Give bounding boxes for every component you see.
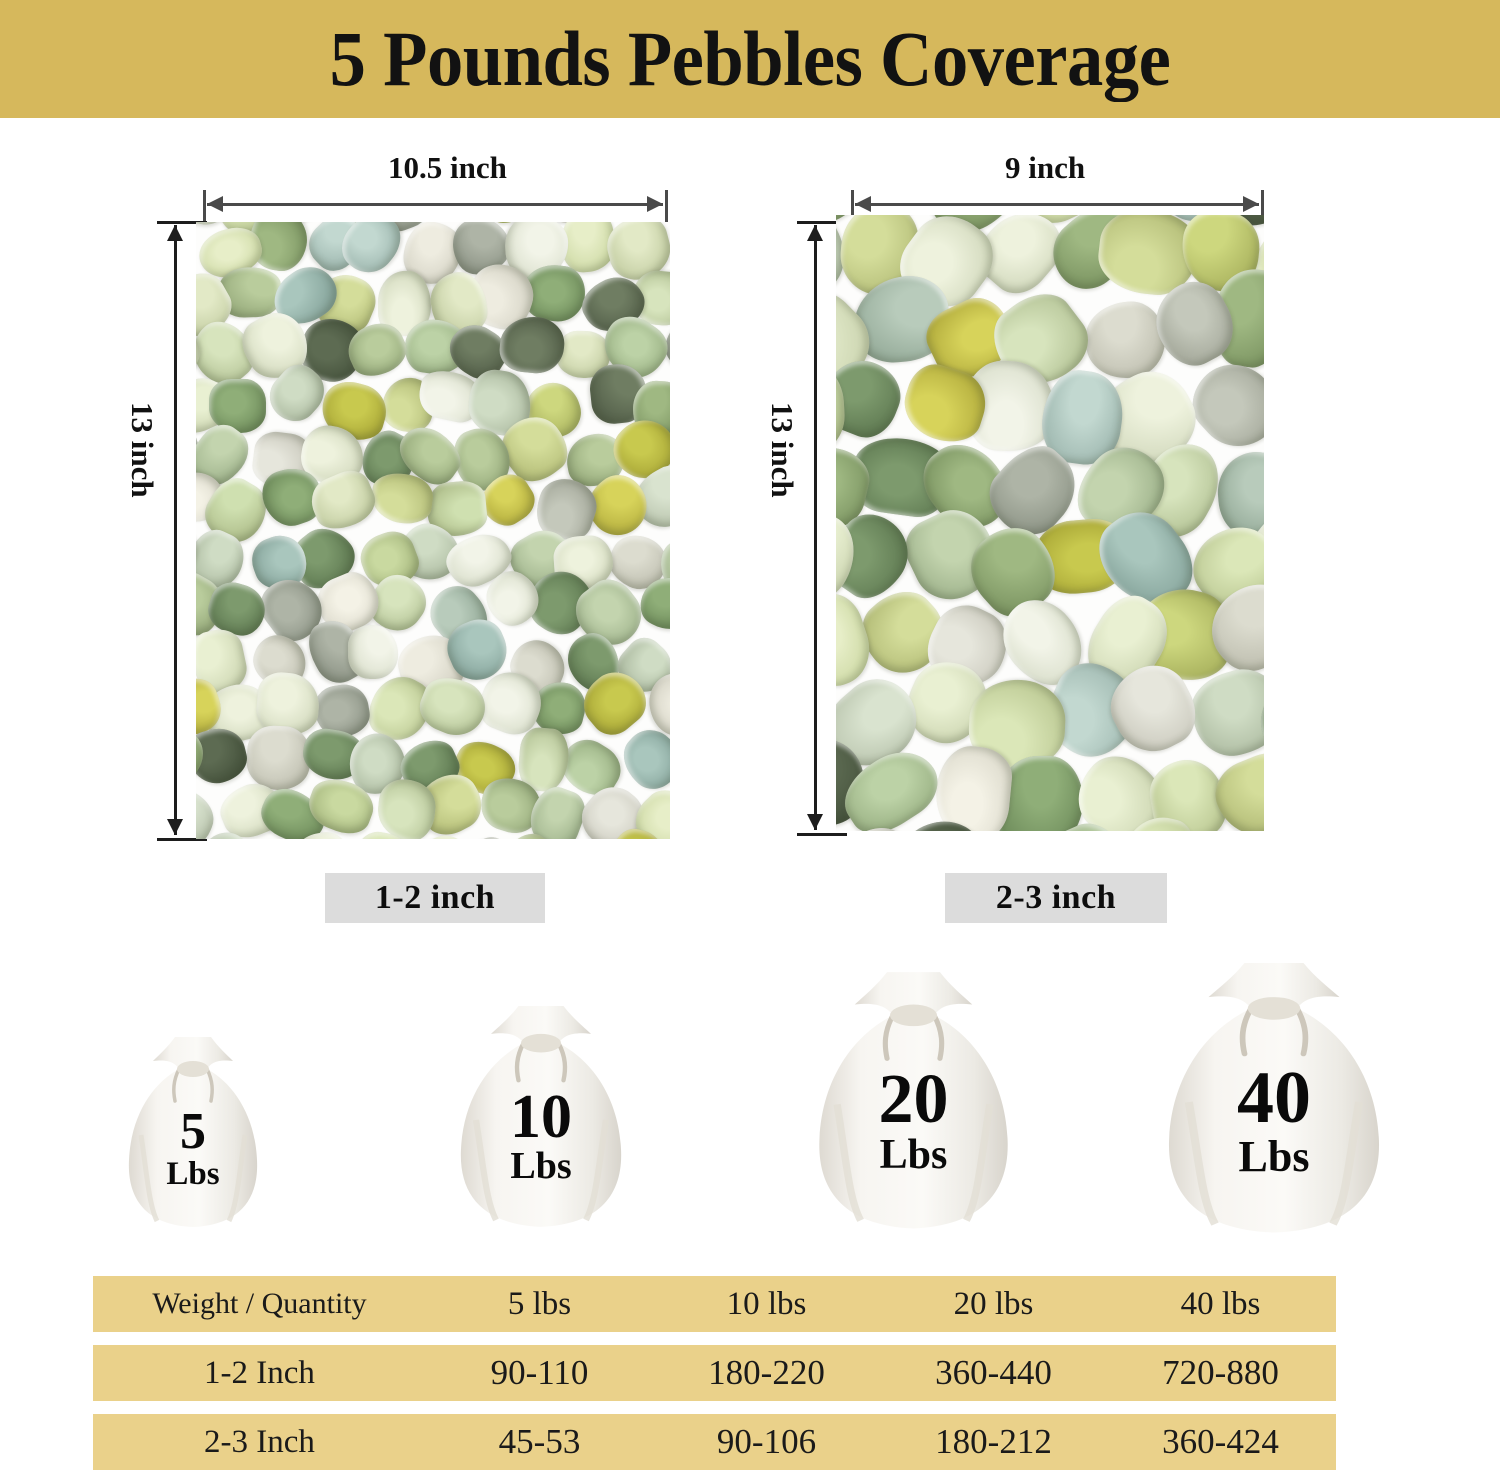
table-header-label: Weight / Quantity — [152, 1287, 367, 1320]
left-width-tick-start — [203, 190, 206, 240]
left-height-tick-top — [157, 221, 207, 224]
pebble-photo-small — [196, 222, 670, 839]
bag-10-lbs: 10 Lbs — [441, 992, 641, 1242]
coverage-table: Weight / Quantity 5 lbs 10 lbs 20 lbs 40… — [93, 1276, 1336, 1470]
pebble — [932, 743, 1016, 831]
table-header-5lbs: 5 lbs — [507, 1285, 572, 1322]
size-badge-2-3-inch: 2-3 inch — [945, 873, 1167, 923]
table-row-2-10lbs: 90-106 — [716, 1422, 817, 1461]
pebble — [196, 782, 222, 839]
table-row-1-label: 1-2 Inch — [204, 1354, 315, 1391]
left-width-arrow-start — [207, 196, 223, 212]
bag-5-lbs: 5 Lbs — [113, 1025, 273, 1240]
right-height-line — [814, 225, 817, 830]
pebble — [836, 350, 910, 447]
table-header-40lbs: 40 lbs — [1180, 1285, 1261, 1322]
bag-20-lbs: 20 Lbs — [796, 956, 1031, 1246]
header-banner: 5 Pounds Pebbles Coverage — [0, 0, 1500, 118]
bag-40-lbs-icon — [1168, 963, 1380, 1233]
bag-40-lbs: 40 Lbs — [1143, 946, 1405, 1251]
pebble — [245, 724, 312, 791]
left-width-tick-end — [665, 190, 668, 240]
table-row-1-20lbs: 360-440 — [935, 1353, 1052, 1392]
table-row-2-40lbs: 360-424 — [1162, 1422, 1279, 1461]
table-row-2-20lbs: 180-212 — [935, 1422, 1052, 1461]
page-title: 5 Pounds Pebbles Coverage — [329, 15, 1171, 102]
left-height-arrow-bottom — [167, 819, 183, 835]
pebble-photo-large — [836, 215, 1264, 831]
left-height-label: 13 inch — [125, 402, 160, 498]
left-width-label: 10.5 inch — [388, 150, 507, 185]
table-row-2-label: 2-3 Inch — [204, 1423, 315, 1460]
bag-20-lbs-icon — [819, 972, 1008, 1229]
table-header-20lbs: 20 lbs — [953, 1285, 1034, 1322]
left-height-line — [174, 225, 177, 835]
right-height-tick-bottom — [797, 833, 847, 836]
table-row: 1-2 Inch 90-110 180-220 360-440 720-880 — [93, 1345, 1336, 1401]
table-header-row: Weight / Quantity 5 lbs 10 lbs 20 lbs 40… — [93, 1276, 1336, 1332]
left-width-line — [207, 203, 663, 206]
size-badge-1-2-inch: 1-2 inch — [325, 873, 545, 923]
table-header-10lbs: 10 lbs — [726, 1285, 807, 1322]
right-height-tick-top — [797, 221, 847, 224]
right-width-line — [855, 203, 1259, 206]
left-width-arrow-end — [647, 196, 663, 212]
right-height-arrow-bottom — [807, 814, 823, 830]
table-row-1-40lbs: 720-880 — [1162, 1353, 1279, 1392]
right-height-arrow-top — [807, 225, 823, 241]
table-row-2-5lbs: 45-53 — [498, 1422, 581, 1461]
right-width-arrow-end — [1243, 196, 1259, 212]
left-height-tick-bottom — [157, 838, 207, 841]
right-width-arrow-start — [855, 196, 871, 212]
table-row: 2-3 Inch 45-53 90-106 180-212 360-424 — [93, 1414, 1336, 1470]
right-width-label: 9 inch — [1005, 150, 1086, 185]
left-height-arrow-top — [167, 225, 183, 241]
bag-5-lbs-icon — [128, 1037, 258, 1227]
right-height-label: 13 inch — [765, 402, 800, 498]
bag-10-lbs-icon — [460, 1005, 622, 1227]
pebble — [1083, 298, 1168, 381]
pebble — [347, 624, 399, 680]
table-row-1-5lbs: 90-110 — [490, 1353, 589, 1392]
table-row-1-10lbs: 180-220 — [708, 1353, 825, 1392]
pebble — [1214, 449, 1264, 537]
